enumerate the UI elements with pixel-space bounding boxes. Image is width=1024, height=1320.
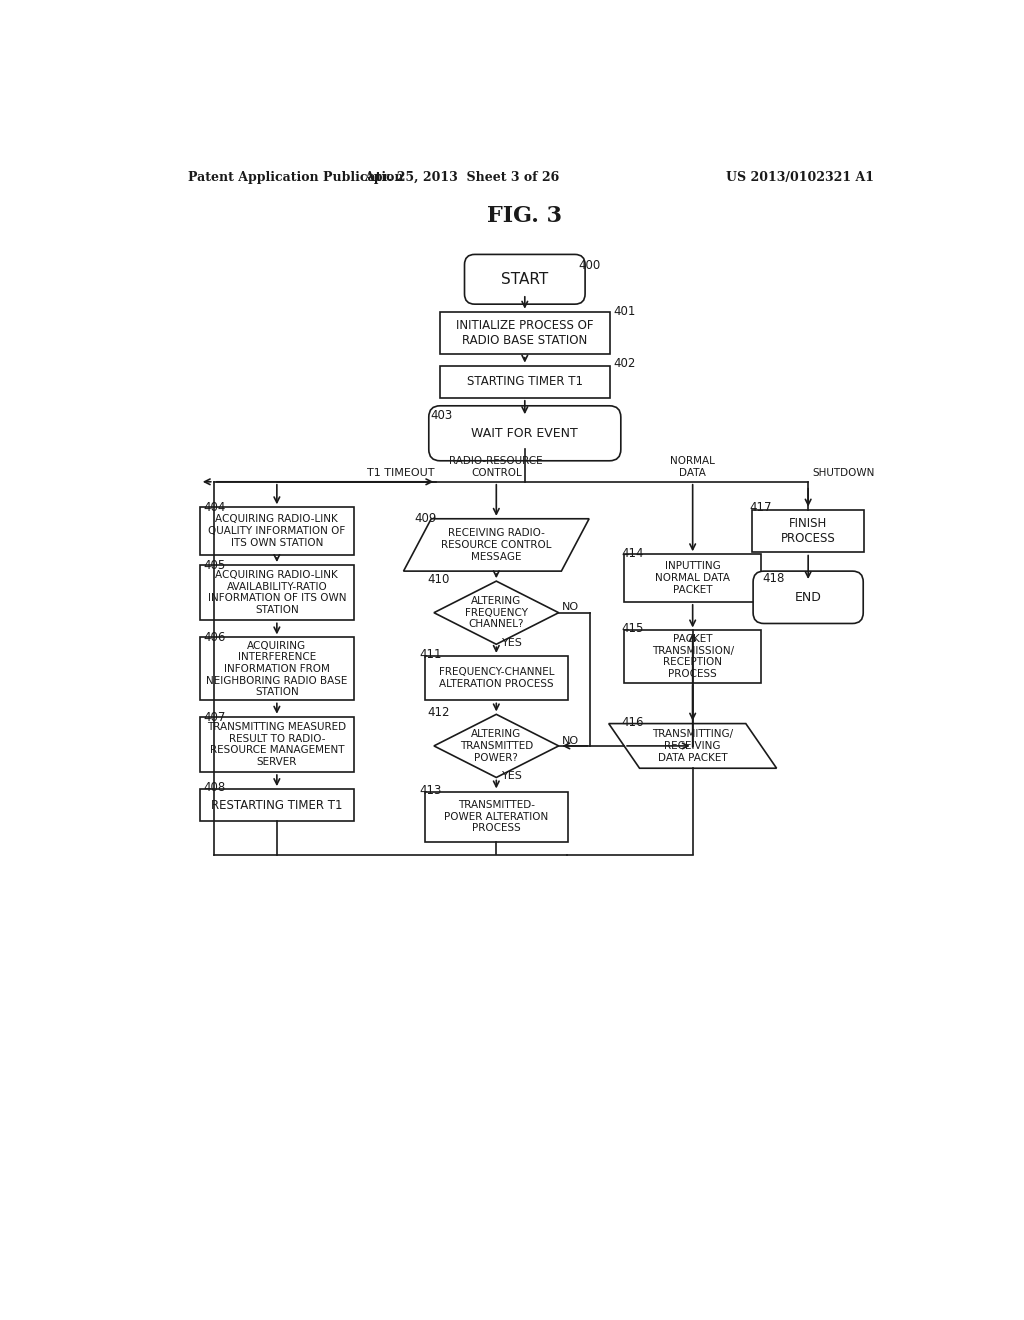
Bar bbox=[625, 631, 761, 682]
Text: 406: 406 bbox=[204, 631, 226, 644]
Text: ACQUIRING RADIO-LINK
AVAILABILITY-RATIO
INFORMATION OF ITS OWN
STATION: ACQUIRING RADIO-LINK AVAILABILITY-RATIO … bbox=[208, 570, 346, 615]
Text: INITIALIZE PROCESS OF
RADIO BASE STATION: INITIALIZE PROCESS OF RADIO BASE STATION bbox=[456, 319, 594, 347]
Text: ALTERING
TRANSMITTED
POWER?: ALTERING TRANSMITTED POWER? bbox=[460, 730, 532, 763]
Text: 407: 407 bbox=[204, 710, 226, 723]
Polygon shape bbox=[403, 519, 589, 572]
Text: STARTING TIMER T1: STARTING TIMER T1 bbox=[467, 375, 583, 388]
Text: RECEIVING RADIO-
RESOURCE CONTROL
MESSAGE: RECEIVING RADIO- RESOURCE CONTROL MESSAG… bbox=[441, 528, 552, 561]
Text: 412: 412 bbox=[427, 706, 450, 719]
Bar bbox=[440, 366, 609, 397]
Text: NO: NO bbox=[562, 735, 579, 746]
Text: NORMAL
DATA: NORMAL DATA bbox=[671, 457, 715, 478]
Text: INPUTTING
NORMAL DATA
PACKET: INPUTTING NORMAL DATA PACKET bbox=[655, 561, 730, 594]
Bar bbox=[200, 638, 354, 701]
Bar bbox=[425, 656, 567, 701]
Text: FINISH
PROCESS: FINISH PROCESS bbox=[780, 517, 836, 545]
Text: END: END bbox=[795, 591, 821, 603]
Text: 409: 409 bbox=[414, 512, 436, 525]
Text: Patent Application Publication: Patent Application Publication bbox=[188, 172, 403, 185]
Text: FREQUENCY-CHANNEL
ALTERATION PROCESS: FREQUENCY-CHANNEL ALTERATION PROCESS bbox=[438, 668, 554, 689]
Text: RADIO-RESOURCE
CONTROL: RADIO-RESOURCE CONTROL bbox=[450, 457, 543, 478]
Text: WAIT FOR EVENT: WAIT FOR EVENT bbox=[471, 426, 579, 440]
Text: RESTARTING TIMER T1: RESTARTING TIMER T1 bbox=[211, 799, 343, 812]
Text: NO: NO bbox=[562, 602, 579, 612]
Bar bbox=[625, 554, 761, 602]
Text: 400: 400 bbox=[579, 259, 601, 272]
Text: ACQUIRING
INTERFERENCE
INFORMATION FROM
NEIGHBORING RADIO BASE
STATION: ACQUIRING INTERFERENCE INFORMATION FROM … bbox=[206, 640, 347, 697]
Text: 414: 414 bbox=[622, 546, 644, 560]
Bar bbox=[200, 507, 354, 554]
Text: 404: 404 bbox=[204, 502, 226, 515]
Text: YES: YES bbox=[503, 771, 523, 781]
Text: TRANSMITTING/
RECEIVING
DATA PACKET: TRANSMITTING/ RECEIVING DATA PACKET bbox=[652, 730, 733, 763]
Text: PACKET
TRANSMISSION/
RECEPTION
PROCESS: PACKET TRANSMISSION/ RECEPTION PROCESS bbox=[651, 634, 734, 678]
Bar bbox=[425, 792, 567, 842]
Text: 417: 417 bbox=[750, 502, 772, 515]
Text: START: START bbox=[501, 272, 549, 286]
Text: TRANSMITTING MEASURED
RESULT TO RADIO-
RESOURCE MANAGEMENT
SERVER: TRANSMITTING MEASURED RESULT TO RADIO- R… bbox=[207, 722, 346, 767]
Text: SHUTDOWN: SHUTDOWN bbox=[812, 469, 874, 478]
Text: 410: 410 bbox=[427, 573, 450, 586]
Text: 401: 401 bbox=[613, 305, 636, 318]
Text: 403: 403 bbox=[431, 409, 453, 422]
Bar bbox=[200, 565, 354, 620]
Text: 402: 402 bbox=[613, 358, 636, 370]
Text: 415: 415 bbox=[622, 622, 644, 635]
Text: 411: 411 bbox=[419, 648, 441, 661]
FancyBboxPatch shape bbox=[429, 405, 621, 461]
Polygon shape bbox=[608, 723, 776, 768]
Text: 408: 408 bbox=[204, 780, 226, 793]
FancyBboxPatch shape bbox=[753, 572, 863, 623]
Text: T1 TIMEOUT: T1 TIMEOUT bbox=[367, 469, 434, 478]
Text: 418: 418 bbox=[762, 572, 784, 585]
Bar bbox=[200, 717, 354, 772]
FancyBboxPatch shape bbox=[465, 255, 585, 304]
Polygon shape bbox=[434, 581, 559, 644]
Text: 405: 405 bbox=[204, 558, 226, 572]
Bar bbox=[200, 789, 354, 821]
Bar bbox=[753, 510, 864, 552]
Text: ALTERING
FREQUENCY
CHANNEL?: ALTERING FREQUENCY CHANNEL? bbox=[465, 597, 527, 630]
Text: US 2013/0102321 A1: US 2013/0102321 A1 bbox=[726, 172, 874, 185]
Text: 413: 413 bbox=[419, 784, 441, 797]
Text: TRANSMITTED-
POWER ALTERATION
PROCESS: TRANSMITTED- POWER ALTERATION PROCESS bbox=[444, 800, 549, 833]
Text: FIG. 3: FIG. 3 bbox=[487, 205, 562, 227]
Polygon shape bbox=[434, 714, 559, 777]
Text: ACQUIRING RADIO-LINK
QUALITY INFORMATION OF
ITS OWN STATION: ACQUIRING RADIO-LINK QUALITY INFORMATION… bbox=[208, 515, 345, 548]
Text: YES: YES bbox=[503, 638, 523, 648]
Text: Apr. 25, 2013  Sheet 3 of 26: Apr. 25, 2013 Sheet 3 of 26 bbox=[365, 172, 559, 185]
Text: 416: 416 bbox=[622, 715, 644, 729]
Bar bbox=[440, 312, 609, 354]
